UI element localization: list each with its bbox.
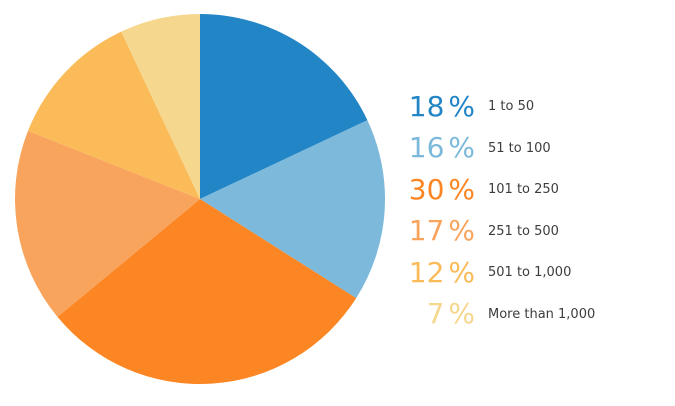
legend-label: 101 to 250 <box>488 182 559 198</box>
legend-percent: 16% <box>402 134 475 162</box>
legend-label: More than 1,000 <box>488 306 596 322</box>
legend-percent: 30% <box>402 172 475 206</box>
percent-sign: % <box>448 214 475 248</box>
percent-sign: % <box>448 172 475 206</box>
legend-percent-value: 30 <box>408 172 445 206</box>
pie-slice-6 <box>121 14 200 199</box>
pie-slice-2 <box>200 120 385 299</box>
legend-percent-value: 7 <box>426 297 445 331</box>
legend-label: 251 to 500 <box>488 223 559 239</box>
pie-slice-3 <box>57 199 357 384</box>
legend-label: 1 to 50 <box>488 99 535 115</box>
legend-label: 51 to 100 <box>488 140 551 156</box>
legend-percent: 12% <box>402 255 475 289</box>
percent-sign: % <box>448 297 475 331</box>
legend-item: 30% 101 to 250 <box>402 169 595 211</box>
legend-percent: 18% <box>402 89 475 123</box>
pie-slice-1 <box>200 14 368 199</box>
percent-sign: % <box>448 255 475 289</box>
legend-item: 12% 501 to 1,000 <box>402 252 595 294</box>
legend-percent-value: 17 <box>408 214 445 248</box>
legend-percent: 17% <box>402 217 475 245</box>
pie-slice-4 <box>15 130 201 317</box>
legend-percent-value: 16 <box>408 131 445 165</box>
legend-percent-value: 12 <box>408 255 445 289</box>
percent-sign: % <box>448 131 475 165</box>
legend-item: 17% 251 to 500 <box>402 211 595 253</box>
legend-item: 18% 1 to 50 <box>402 86 595 128</box>
legend: 18% 1 to 50 16% 51 to 100 30% 101 to 250… <box>402 86 596 336</box>
legend-item: 7% More than 1,000 <box>402 294 596 336</box>
legend-item: 16% 51 to 100 <box>402 128 595 170</box>
legend-percent: 7% <box>402 300 475 328</box>
pie-slice-5 <box>27 31 200 199</box>
legend-label: 501 to 1,000 <box>488 265 572 281</box>
percent-sign: % <box>448 89 475 123</box>
legend-percent-value: 18 <box>408 89 445 123</box>
